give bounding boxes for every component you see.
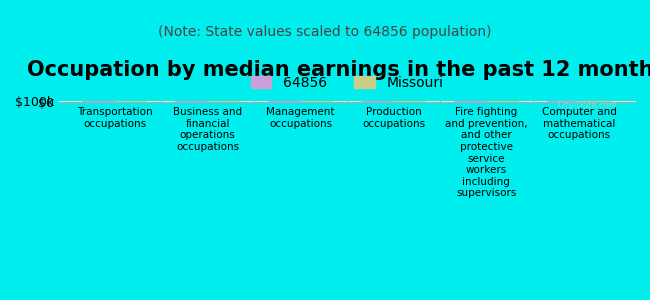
Bar bbox=[82, 101, 115, 102]
Bar bbox=[579, 101, 612, 102]
Text: (Note: State values scaled to 64856 population): (Note: State values scaled to 64856 popu… bbox=[158, 25, 492, 39]
Bar bbox=[454, 101, 486, 102]
Bar bbox=[547, 101, 579, 102]
Bar bbox=[268, 101, 300, 102]
Bar bbox=[207, 101, 240, 102]
Bar bbox=[300, 101, 333, 102]
Bar bbox=[175, 101, 207, 102]
Legend: 64856, Missouri: 64856, Missouri bbox=[245, 70, 449, 95]
Text: City-Data.com: City-Data.com bbox=[558, 101, 618, 110]
Title: Occupation by median earnings in the past 12 months: Occupation by median earnings in the pas… bbox=[27, 60, 650, 80]
